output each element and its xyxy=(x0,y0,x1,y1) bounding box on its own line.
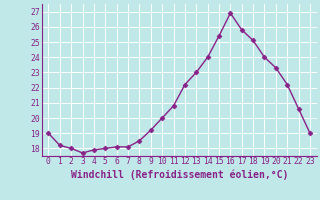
X-axis label: Windchill (Refroidissement éolien,°C): Windchill (Refroidissement éolien,°C) xyxy=(70,169,288,180)
